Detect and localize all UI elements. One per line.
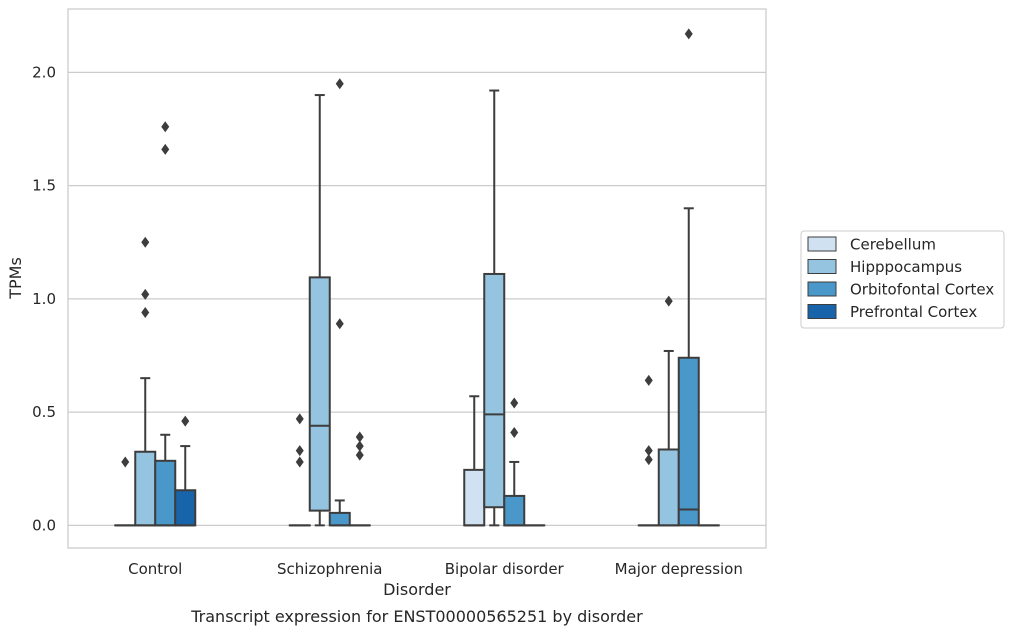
y-tick-label: 0.5 xyxy=(32,403,56,421)
outlier-point xyxy=(141,236,150,248)
box-hipppocampus xyxy=(308,94,331,527)
box-orbitofontal-cortex xyxy=(677,28,700,527)
outlier-point xyxy=(664,295,673,307)
y-tick-label: 1.0 xyxy=(32,290,56,308)
box-cerebellum xyxy=(114,456,137,527)
box-cerebellum xyxy=(463,395,486,527)
x-tick-labels: Control Schizophrenia Bipolar disorder Majo… xyxy=(128,560,743,578)
outlier-point xyxy=(161,121,170,133)
y-tick-labels: 0.0 0.5 1.0 1.5 2.0 xyxy=(32,63,56,534)
y-tick-label: 0.0 xyxy=(32,516,56,534)
box-body xyxy=(308,276,331,512)
outlier-point xyxy=(295,456,304,468)
box-body xyxy=(503,494,526,527)
outlier-point xyxy=(335,318,344,330)
outlier-point xyxy=(355,440,364,452)
box-prefrontal-cortex xyxy=(174,415,197,527)
outlier-point xyxy=(510,427,519,438)
x-tick-label: Control xyxy=(128,560,182,578)
box-body xyxy=(134,450,157,527)
box-prefrontal-cortex xyxy=(348,431,371,527)
box-plots xyxy=(114,28,720,527)
legend-frame xyxy=(800,230,1005,329)
box-orbitofontal-cortex xyxy=(328,78,351,527)
box-body xyxy=(328,511,351,527)
outlier-point xyxy=(644,454,653,466)
outlier-point xyxy=(644,445,653,457)
chart-caption: Transcript expression for ENST0000056525… xyxy=(190,607,643,626)
outlier-point xyxy=(295,445,304,457)
x-tick-label: Major depression xyxy=(615,560,743,578)
y-tick-label: 2.0 xyxy=(32,63,56,81)
x-tick-label: Schizophrenia xyxy=(277,560,382,578)
box-orbitofontal-cortex xyxy=(154,121,177,527)
outlier-point xyxy=(684,28,693,40)
box-body xyxy=(657,448,680,527)
outlier-point xyxy=(355,431,364,443)
outlier-point xyxy=(644,374,653,386)
legend-label: Hipppocampus xyxy=(850,258,962,276)
outlier-point xyxy=(141,306,150,318)
outlier-point xyxy=(335,78,344,90)
box-body xyxy=(483,272,506,509)
box-cerebellum xyxy=(288,413,311,527)
box-body xyxy=(677,356,700,527)
box-hipppocampus xyxy=(483,89,506,527)
legend-label: Prefrontal Cortex xyxy=(850,303,977,321)
box-orbitofontal-cortex xyxy=(503,397,526,527)
box-hipppocampus xyxy=(657,295,680,527)
outlier-point xyxy=(295,413,304,425)
outlier-point xyxy=(510,397,519,409)
box-body xyxy=(174,489,197,527)
box-body xyxy=(154,459,177,527)
legend-label: Orbitofontal Cortex xyxy=(850,281,994,299)
outlier-point xyxy=(141,288,150,300)
x-axis-label: Disorder xyxy=(383,580,451,599)
box-body xyxy=(463,468,486,527)
legend: Cerebellum Hipppocampus Orbitofontal Corte… xyxy=(800,230,1005,329)
outlier-point xyxy=(161,143,170,155)
y-tick-label: 1.5 xyxy=(32,177,56,195)
legend-swatch xyxy=(807,236,837,252)
legend-label: Cerebellum xyxy=(850,236,936,254)
plot-area-frame xyxy=(67,8,767,549)
box-hipppocampus xyxy=(134,236,157,527)
y-axis-label: TPMs xyxy=(6,257,25,300)
box-cerebellum xyxy=(637,374,660,527)
outlier-point xyxy=(181,415,190,427)
outlier-point xyxy=(121,456,130,468)
x-tick-label: Bipolar disorder xyxy=(445,560,565,578)
legend-swatch xyxy=(807,304,837,319)
legend-swatch xyxy=(807,259,837,274)
outlier-point xyxy=(355,449,364,461)
legend-swatch xyxy=(807,281,837,297)
